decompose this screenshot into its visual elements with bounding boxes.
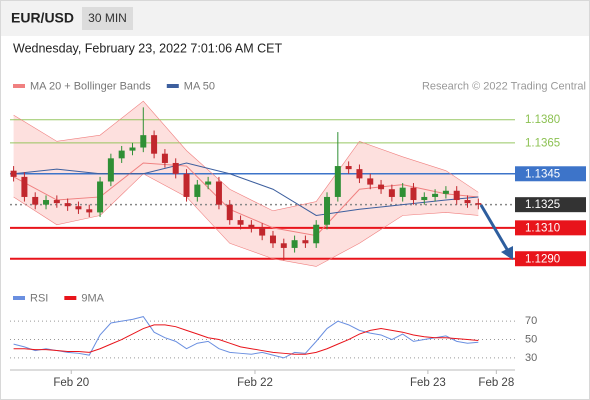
candle-body (97, 181, 104, 213)
candle-body (118, 150, 125, 159)
candle-body (464, 200, 471, 204)
legend-label: MA 50 (184, 80, 215, 92)
candle-body (269, 235, 276, 244)
candle-body (259, 227, 266, 236)
level-label-box (515, 166, 586, 182)
candle-body (21, 176, 28, 197)
x-tick-label: Feb 20 (53, 377, 89, 389)
candle-body (399, 187, 406, 197)
bollinger-upper (13, 100, 479, 212)
timestamp: Wednesday, February 23, 2022 7:01:06 AM … (13, 41, 282, 55)
candle-body (43, 200, 50, 205)
candle-body (183, 173, 190, 197)
credit: Research © 2022 Trading Central (422, 80, 586, 92)
level-label: 1.1365 (525, 137, 560, 149)
ma20-line (13, 162, 479, 237)
legend-swatch (166, 84, 179, 88)
candle-body (324, 196, 331, 225)
candle-body (421, 196, 428, 201)
level-label-box (515, 220, 586, 236)
candle-body (475, 203, 482, 205)
candle-body (356, 169, 363, 179)
level-label: 1.1310 (525, 222, 560, 234)
candle-body (86, 209, 93, 213)
candle-body (432, 193, 439, 197)
bollinger-band (13, 101, 479, 267)
y-tick-label: 70 (525, 315, 537, 327)
legend-swatch (13, 84, 25, 88)
symbol: EUR/USD (11, 10, 74, 26)
legend-label: MA 20 + Bollinger Bands (30, 80, 151, 92)
candle-body (410, 187, 417, 201)
candle-body (442, 190, 449, 194)
level-label-box (515, 251, 586, 267)
level-label: 1.1290 (525, 253, 560, 265)
candle-body (302, 240, 309, 244)
candle-body (280, 243, 287, 248)
ma50-line (13, 162, 479, 217)
candle-body (64, 203, 71, 207)
candle-body (107, 158, 114, 182)
candle-body (334, 166, 341, 197)
candle-body (367, 178, 374, 185)
forecast-arrow (479, 204, 513, 260)
candle-body (172, 162, 179, 174)
y-tick-label: 30 (525, 352, 537, 364)
candle-body (194, 184, 201, 197)
legend-label: RSI (30, 292, 48, 304)
candle-body (205, 181, 212, 185)
y-tick-label: 50 (525, 333, 537, 345)
candle-body (453, 190, 460, 201)
candle-body (161, 153, 168, 163)
candle-body (378, 184, 385, 190)
candle-body (129, 147, 136, 151)
candle-body (248, 224, 255, 228)
bollinger-lower (13, 173, 479, 267)
interval-box (82, 7, 133, 30)
candle-body (313, 224, 320, 244)
candle-body (388, 189, 395, 197)
x-tick-label: Feb 28 (478, 377, 514, 389)
level-label: 1.1380 (525, 114, 560, 126)
candle-body (151, 135, 158, 154)
legend-label: 9MA (81, 292, 104, 304)
candle-body (10, 170, 17, 177)
candle-body (140, 135, 147, 148)
candle-body (237, 220, 244, 225)
level-label: 1.1325 (525, 199, 560, 211)
candle-body (226, 204, 233, 221)
forecast-arrow-shaft (479, 204, 510, 252)
candle-body (75, 206, 82, 210)
x-tick-label: Feb 23 (410, 377, 446, 389)
legend-swatch (13, 296, 25, 300)
candle-body (53, 200, 60, 204)
x-tick-label: Feb 22 (237, 377, 273, 389)
forecast-arrow-head (501, 246, 513, 260)
candle-body (32, 196, 39, 205)
level-label: 1.1345 (525, 168, 560, 180)
candle-body (215, 181, 222, 205)
candle-body (291, 240, 298, 248)
level-label-box (515, 197, 586, 213)
legend-swatch (64, 296, 77, 300)
candle-body (345, 166, 352, 170)
indicator-line (13, 324, 479, 355)
interval: 30 MIN (88, 11, 127, 25)
